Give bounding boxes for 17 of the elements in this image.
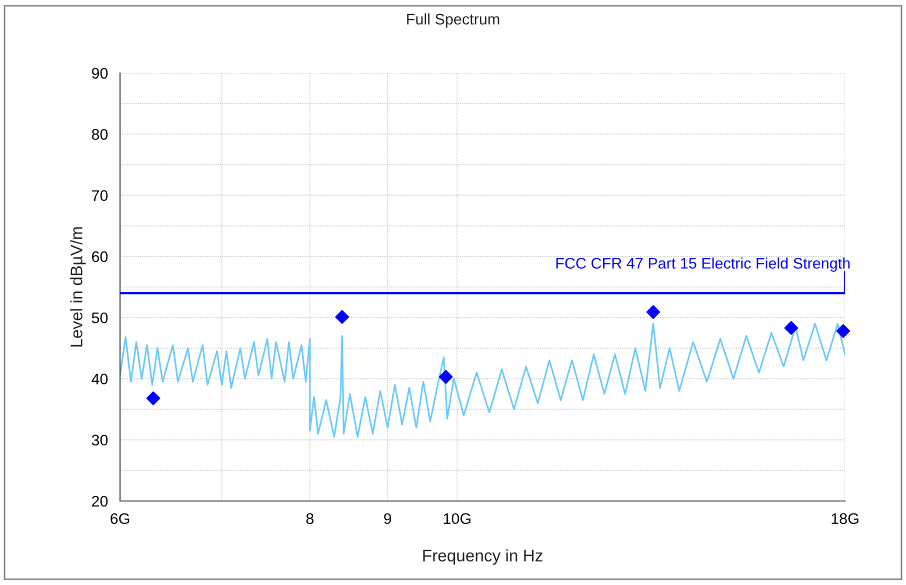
x-axis-title: Frequency in Hz — [423, 549, 542, 565]
chart-title: Full Spectrum — [407, 13, 500, 28]
y-tick-label: 30 — [92, 434, 108, 446]
x-tick-label: 10G — [444, 513, 470, 524]
y-tick-label: 70 — [92, 190, 108, 201]
series-label: FCC CFR 47 Part 15 Electric Field Strength — [556, 257, 850, 272]
y-tick-label: 80 — [92, 129, 108, 140]
y-tick-label: 50 — [92, 312, 108, 324]
y-axis-title: Level in dBµV/m — [70, 227, 86, 346]
x-tick-label: 8 — [306, 513, 314, 524]
y-tick-label: 40 — [92, 374, 108, 384]
y-tick-label: 90 — [92, 68, 108, 79]
x-tick-label: 18G — [832, 513, 858, 524]
x-tick-label: 6G — [110, 513, 130, 524]
x-tick-label: 9 — [384, 513, 392, 524]
y-tick-label: 60 — [92, 251, 108, 262]
y-tick-label: 20 — [92, 496, 108, 507]
